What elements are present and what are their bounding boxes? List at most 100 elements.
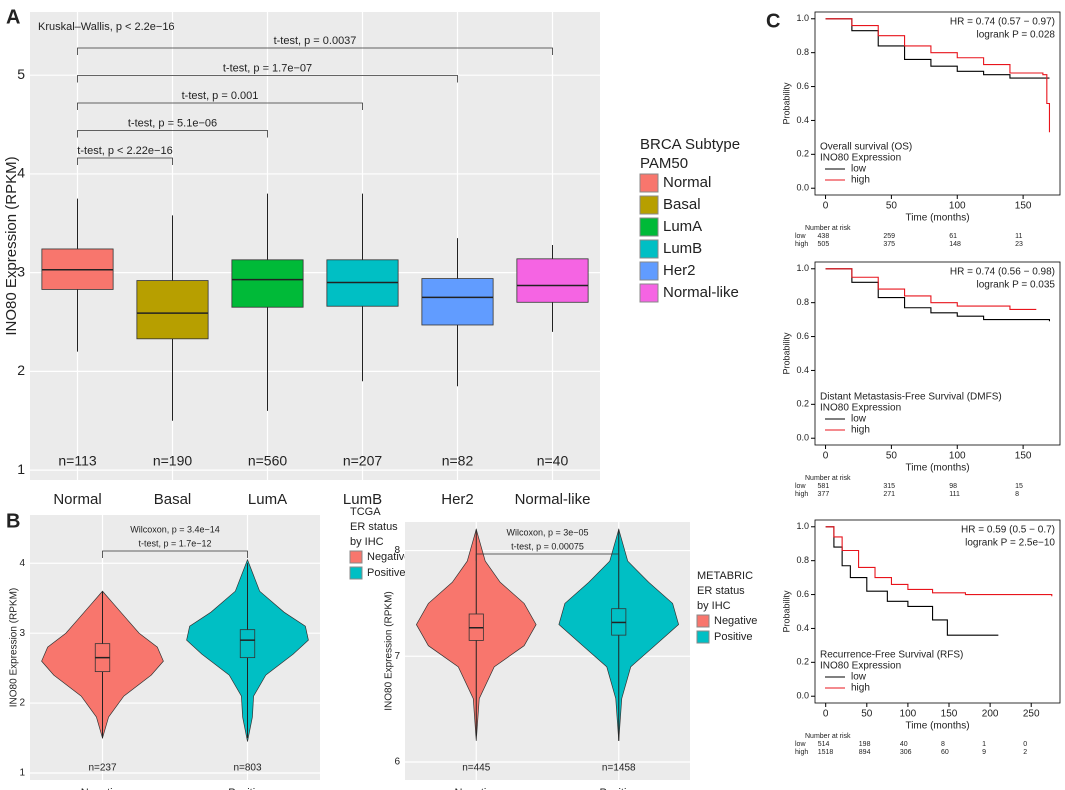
- x-tick-label: Normal-like: [515, 491, 591, 508]
- bracket: [77, 47, 553, 55]
- legend-label: LumB: [663, 240, 702, 257]
- y-tick-label: 0.0: [796, 691, 809, 701]
- risk-count: 505: [818, 241, 830, 248]
- legend-label: Positive: [714, 631, 753, 643]
- risk-count: 111: [949, 491, 960, 498]
- legend-label: high: [851, 175, 870, 186]
- count-label: n=190: [153, 453, 193, 469]
- y-tick-label: 0.2: [796, 399, 809, 409]
- y-tick-label: 0.0: [796, 183, 809, 193]
- legend-swatch: [639, 283, 659, 303]
- legend-swatch: [349, 550, 363, 564]
- y-tick-label: 3: [19, 628, 25, 639]
- y-axis-label: INO80 Expression (RPKM): [384, 591, 395, 710]
- legend-label: LumA: [663, 218, 702, 235]
- x-tick-label: Positive: [228, 787, 267, 790]
- box: [136, 280, 209, 340]
- risk-count: 1518: [818, 749, 834, 756]
- risk-count: 23: [1015, 241, 1023, 248]
- comparison-label: t-test, p = 0.00075: [511, 541, 584, 551]
- legend-label: Positive: [367, 567, 406, 579]
- x-tick-label: 250: [1023, 709, 1040, 720]
- x-tick-label: 100: [949, 201, 966, 212]
- box: [231, 259, 304, 308]
- count-label: n=40: [537, 453, 569, 469]
- legend-swatch: [639, 261, 659, 281]
- y-tick-label: 0.4: [796, 115, 809, 125]
- risk-count: 148: [949, 241, 961, 248]
- legend-swatch: [639, 195, 659, 215]
- legend-label: high: [851, 425, 870, 436]
- x-tick-label: 100: [949, 451, 966, 462]
- panel-label: B: [6, 510, 20, 532]
- y-tick-label: 1.0: [796, 521, 809, 531]
- x-tick-label: LumB: [343, 491, 382, 508]
- plot-background: [30, 12, 600, 480]
- count-label: n=237: [88, 763, 117, 774]
- risk-count: 438: [818, 233, 830, 240]
- x-axis-label: Time (months): [905, 721, 969, 732]
- x-tick-label: 0: [823, 451, 829, 462]
- survival-curve: [825, 268, 1037, 310]
- panel-label: C: [766, 10, 780, 32]
- logrank: logrank P = 2.5e−10: [965, 538, 1055, 549]
- risk-count: 315: [883, 483, 895, 490]
- risk-count: 271: [883, 491, 895, 498]
- count-label: n=113: [58, 453, 96, 469]
- y-axis-label: INO80 Expression (RPKM): [9, 588, 20, 707]
- legend-label: Basal: [663, 196, 701, 213]
- comparison-label: t-test, p < 2.22e−16: [77, 145, 172, 157]
- y-tick-label: 0.4: [796, 365, 809, 375]
- y-axis-label: Probability: [781, 332, 791, 375]
- y-tick-label: 0.6: [796, 81, 809, 91]
- bracket: [77, 130, 268, 138]
- legend-swatch: [639, 173, 659, 193]
- legend-swatch: [639, 239, 659, 259]
- x-tick-label: LumA: [248, 491, 287, 508]
- legend-swatch: [696, 614, 710, 628]
- x-tick-label: 0: [823, 201, 829, 212]
- panel-label: A: [6, 6, 20, 28]
- legend-label: Normal: [663, 174, 711, 191]
- risk-count: 0: [1023, 741, 1027, 748]
- x-tick-label: Negative: [81, 787, 124, 790]
- x-axis-label: Time (months): [905, 463, 969, 474]
- risk-count: 9: [982, 749, 986, 756]
- logrank: logrank P = 0.028: [977, 30, 1056, 41]
- y-tick-label: 1: [19, 768, 25, 779]
- x-tick-label: 0: [823, 709, 829, 720]
- count-label: n=560: [248, 453, 288, 469]
- legend-title: INO80 Expression: [820, 661, 901, 672]
- bracket: [102, 550, 248, 558]
- legend-label: low: [851, 164, 867, 175]
- legend-title: ER status: [350, 521, 398, 533]
- risk-count: 8: [1015, 491, 1019, 498]
- survival-curve: [825, 18, 1050, 79]
- comparison-label: t-test, p = 0.0037: [274, 35, 357, 47]
- legend-title: METABRIC: [697, 570, 753, 582]
- y-tick-label: 0.8: [796, 555, 809, 565]
- count-label: n=82: [442, 453, 474, 469]
- risk-count: 894: [859, 749, 871, 756]
- survival-curve: [825, 526, 999, 636]
- x-tick-label: Basal: [154, 491, 192, 508]
- legend-title: TCGA: [350, 506, 381, 518]
- legend-title: Overall survival (OS): [820, 142, 912, 153]
- logrank: logrank P = 0.035: [977, 280, 1056, 291]
- legend-swatch: [349, 566, 363, 580]
- count-label: n=803: [233, 763, 262, 774]
- risk-count: 40: [900, 741, 908, 748]
- count-label: n=445: [462, 763, 491, 774]
- legend-swatch: [639, 217, 659, 237]
- comparison-label: t-test, p = 1.7e−07: [223, 62, 312, 74]
- annotation: Kruskal–Wallis, p < 2.2e−16: [38, 21, 175, 33]
- risk-count: 11: [1015, 233, 1022, 240]
- survival-curve: [825, 526, 1053, 597]
- risk-count: 60: [941, 749, 949, 756]
- legend-title: by IHC: [697, 600, 731, 612]
- y-tick-label: 2: [19, 698, 25, 709]
- legend-label: Negative: [367, 551, 410, 563]
- x-tick-label: 50: [861, 709, 873, 720]
- legend-label: Negative: [714, 615, 757, 627]
- bracket: [77, 157, 173, 165]
